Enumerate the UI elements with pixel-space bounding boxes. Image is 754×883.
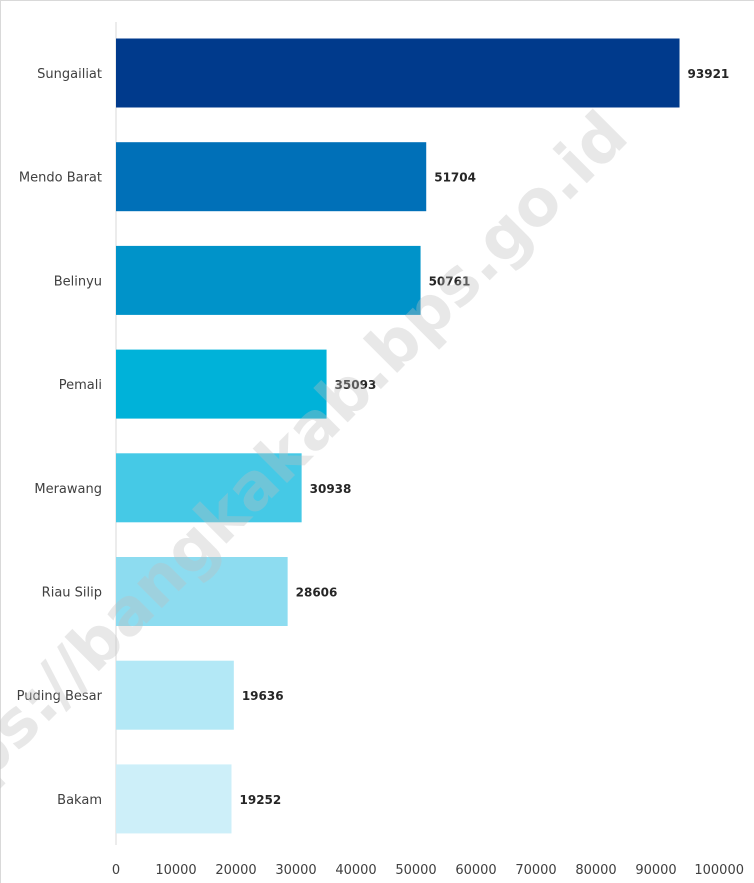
- value-label: 50761: [429, 274, 471, 288]
- value-label: 51704: [434, 171, 476, 185]
- value-label: 35093: [335, 378, 377, 392]
- category-label: Merawang: [34, 482, 102, 497]
- category-label: Bakam: [57, 793, 102, 808]
- bar-belinyu: [116, 245, 421, 315]
- x-tick-label: 90000: [635, 863, 676, 878]
- value-label: 19636: [242, 689, 284, 703]
- x-tick-label: 30000: [275, 863, 316, 878]
- category-label: Pemali: [59, 378, 102, 393]
- x-tick-label: 10000: [155, 863, 196, 878]
- bar-pemali: [116, 349, 327, 419]
- category-label: Mendo Barat: [19, 171, 102, 186]
- bar-merawang: [116, 453, 302, 523]
- category-label: Riau Silip: [42, 586, 102, 601]
- value-label: 93921: [688, 67, 730, 81]
- category-label: Puding Besar: [17, 689, 103, 704]
- category-label: Belinyu: [54, 274, 102, 289]
- bars-layer: [116, 38, 680, 834]
- x-tick-label: 60000: [455, 863, 496, 878]
- value-labels: 93921 51704 50761 35093 30938 28606 19636 19252: [240, 67, 730, 807]
- bar-puding-besar: [116, 660, 234, 730]
- x-tick-label: 50000: [395, 863, 436, 878]
- value-label: 28606: [296, 586, 338, 600]
- x-tick-label: 40000: [335, 863, 376, 878]
- x-tick-label: 20000: [215, 863, 256, 878]
- x-tick-label: 100000: [694, 863, 744, 878]
- x-axis-tick-labels: 0 10000 20000 30000 40000 50000 60000 70000 8000…: [112, 863, 744, 878]
- x-tick-label: 70000: [515, 863, 556, 878]
- value-label: 19252: [240, 793, 282, 807]
- x-tick-label: 0: [112, 863, 120, 878]
- bar-mendo-barat: [116, 142, 427, 212]
- bar-sungailiat: [116, 38, 680, 108]
- bar-bakam: [116, 764, 232, 834]
- category-labels: Sungailiat Mendo Barat Belinyu Pemali Merawa…: [17, 67, 103, 808]
- value-label: 30938: [310, 482, 352, 496]
- category-label: Sungailiat: [37, 67, 102, 82]
- bar-riau-silip: [116, 557, 288, 626]
- x-tick-label: 80000: [575, 863, 616, 878]
